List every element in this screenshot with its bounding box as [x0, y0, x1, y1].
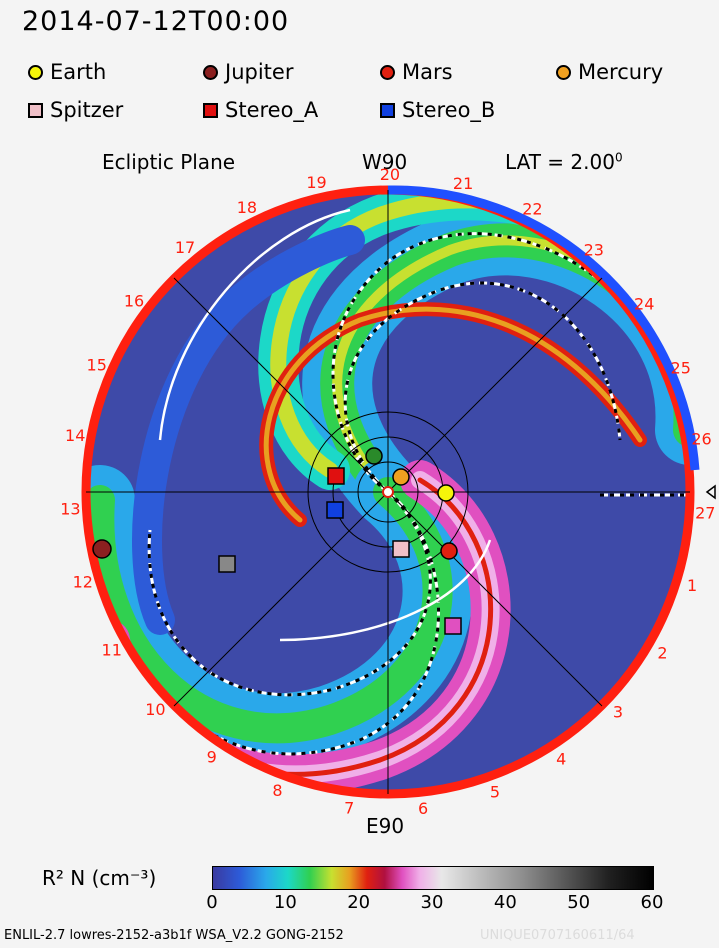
watermark-id: UNIQUE0707160611/64 — [480, 928, 635, 943]
mercury-marker-icon — [556, 64, 571, 80]
spitzer-marker-icon — [28, 102, 43, 118]
rim-number: 16 — [124, 292, 144, 311]
rim-number: 15 — [87, 355, 107, 374]
rim-number: 21 — [453, 174, 473, 193]
legend-mars: Mars — [380, 60, 453, 84]
legend-stereo-a: Stereo_A — [203, 98, 318, 122]
lat-label: LAT = 2.000 — [505, 150, 623, 174]
stereo-b-marker — [326, 501, 344, 519]
mars-marker — [440, 542, 458, 560]
rim-number: 14 — [65, 426, 85, 445]
rim-number: 13 — [60, 500, 80, 519]
pointer-marker — [705, 484, 716, 500]
colorbar-tick: 50 — [567, 892, 591, 913]
rim-number: 4 — [556, 750, 566, 769]
e90-label: E90 — [366, 814, 405, 838]
legend-label: Stereo_B — [402, 98, 496, 122]
legend-label: Spitzer — [50, 98, 124, 122]
gray-square-marker — [218, 555, 236, 573]
colorbar-tick: 60 — [640, 892, 664, 913]
sun-marker — [382, 486, 394, 498]
rim-number: 1 — [687, 576, 697, 595]
rim-number: 9 — [207, 748, 217, 767]
legend-jupiter: Jupiter — [203, 60, 293, 84]
colorbar-tick: 20 — [347, 892, 371, 913]
rim-number: 5 — [490, 782, 500, 801]
rim-number: 11 — [102, 640, 122, 659]
stereo-a-marker-icon — [203, 102, 218, 118]
legend-label: Mars — [402, 60, 453, 84]
magenta-square-marker — [444, 617, 462, 635]
w90-label: W90 — [362, 150, 408, 174]
rim-number: 23 — [584, 241, 604, 260]
rim-number: 26 — [691, 430, 711, 449]
colorbar-tick: 30 — [420, 892, 444, 913]
plane-label: Ecliptic Plane — [102, 150, 236, 174]
heliosphere-plot: 19 20 212223242526271234567891011121314151… — [60, 165, 716, 818]
earth-marker-icon — [28, 64, 43, 80]
stereo-b-marker-icon — [380, 102, 395, 118]
rim-number: 8 — [272, 781, 282, 800]
rim-number: 6 — [418, 799, 428, 818]
colorbar-label: R² N (cm⁻³) — [42, 866, 157, 890]
green-body-marker — [365, 447, 383, 465]
model-footer: ENLIL-2.7 lowres-2152-a3b1f WSA_V2.2 GON… — [4, 928, 344, 943]
colorbar-tick: 10 — [273, 892, 297, 913]
mercury-marker — [392, 468, 410, 486]
colorbar-tick: 0 — [206, 892, 218, 913]
timestamp-title: 2014-07-12T00:00 — [22, 6, 290, 37]
legend-spitzer: Spitzer — [28, 98, 123, 122]
spitzer-marker — [392, 540, 410, 558]
mars-marker-icon — [380, 64, 395, 80]
legend-label: Earth — [50, 60, 107, 84]
earth-marker — [437, 484, 455, 502]
rim-number: 27 — [695, 503, 715, 522]
rim-number: 24 — [634, 295, 654, 314]
boundary-arc-blue — [387, 185, 700, 471]
jupiter-marker — [92, 539, 112, 559]
legend-label: Mercury — [578, 60, 664, 84]
rim-number: 3 — [613, 703, 623, 722]
legend: Earth Jupiter Mars Mercury Spitzer Stere… — [28, 60, 718, 130]
rim-numbers: 19 20 212223242526271234567891011121314151… — [60, 165, 715, 818]
colorbar — [212, 866, 654, 890]
legend-earth: Earth — [28, 60, 106, 84]
body-markers — [92, 447, 716, 635]
legend-mercury: Mercury — [556, 60, 663, 84]
jupiter-marker-icon — [203, 64, 218, 80]
rim-number: 10 — [145, 700, 165, 719]
rim-number: 18 — [237, 198, 257, 217]
rim-number: 19 — [306, 173, 326, 192]
rim-number: 7 — [344, 799, 354, 818]
stereo-a-marker — [327, 467, 345, 485]
legend-stereo-b: Stereo_B — [380, 98, 495, 122]
rim-number: 22 — [522, 200, 542, 219]
colorbar-tick: 40 — [493, 892, 517, 913]
rim-number: 17 — [175, 238, 195, 257]
rim-number: 25 — [671, 359, 691, 378]
rim-number: 20 — [380, 165, 400, 184]
legend-label: Stereo_A — [225, 98, 319, 122]
rim-number: 2 — [657, 644, 667, 663]
legend-label: Jupiter — [225, 60, 294, 84]
rim-number: 12 — [73, 572, 93, 591]
